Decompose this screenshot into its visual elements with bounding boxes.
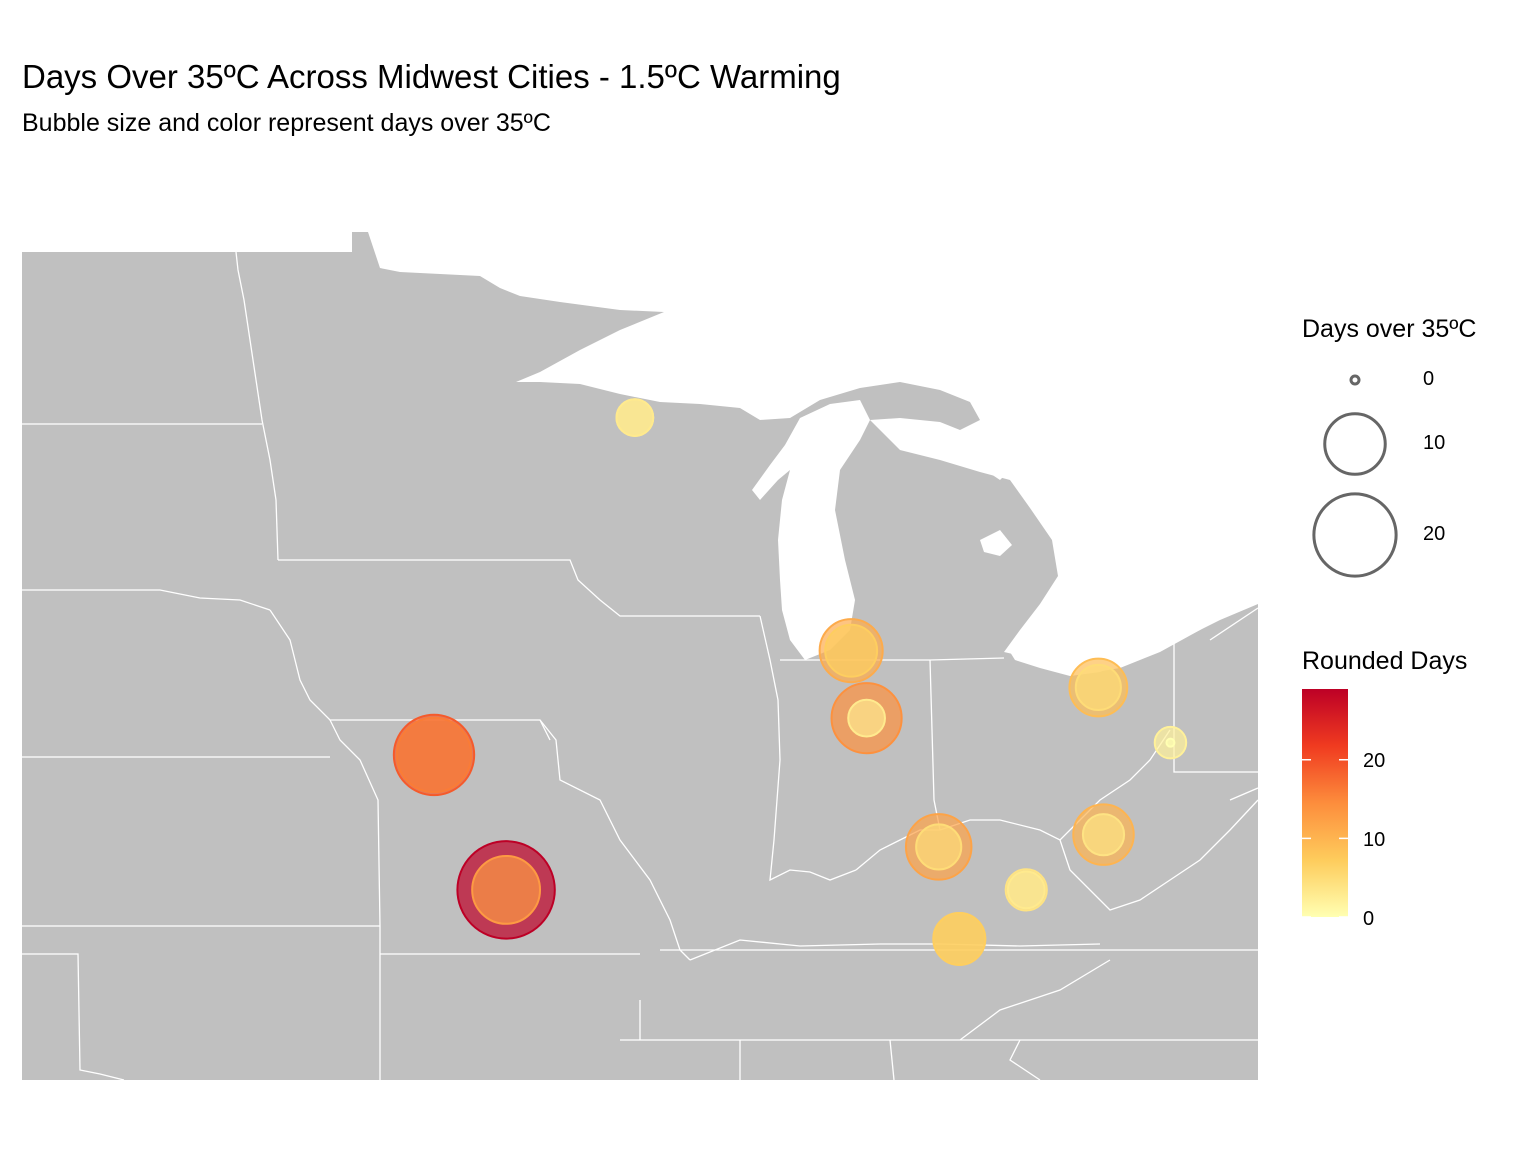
city-bubble-inner-1 [824,623,879,678]
city-bubble-inner-2 [847,698,886,738]
city-bubble-inner-0 [615,398,655,437]
saginaw-bay [980,530,1012,556]
color-ticks [1302,759,1348,918]
size-legend [1312,374,1398,578]
great-lakes [752,400,1258,676]
city-bubbles [392,398,1188,966]
color-label-10: 10 [1363,829,1386,851]
city-bubble-inner-10 [932,911,987,966]
size-legend-circle-0 [1349,374,1361,386]
lake-michigan [752,400,870,660]
color-bar [1302,689,1348,917]
city-bubble-inner-3 [1074,663,1122,712]
size-legend-circle-10 [1323,412,1387,476]
lake-huron-bay [970,430,1030,480]
city-bubble-inner-8 [1081,813,1126,857]
city-bubble-inner-7 [915,823,963,871]
lake-erie [1010,586,1258,676]
chart-subtitle: Bubble size and color represent days ove… [22,109,551,137]
size-label-0: 0 [1423,368,1435,390]
size-label-20: 20 [1423,523,1446,545]
state-borders [22,251,1259,1081]
size-legend-title: Days over 35ºC [1302,315,1477,343]
city-bubble-inner-6 [471,854,542,925]
color-legend-title: Rounded Days [1302,647,1468,675]
color-label-0: 0 [1363,908,1375,930]
size-legend-circle-20 [1312,492,1398,578]
size-label-10: 10 [1423,432,1446,454]
chart-title: Days Over 35ºC Across Midwest Cities - 1… [22,58,841,95]
city-bubble-inner-4 [1165,737,1176,748]
city-bubble-inner-5 [395,716,473,794]
city-bubble-inner-9 [1006,870,1046,910]
color-label-20: 20 [1363,750,1386,772]
